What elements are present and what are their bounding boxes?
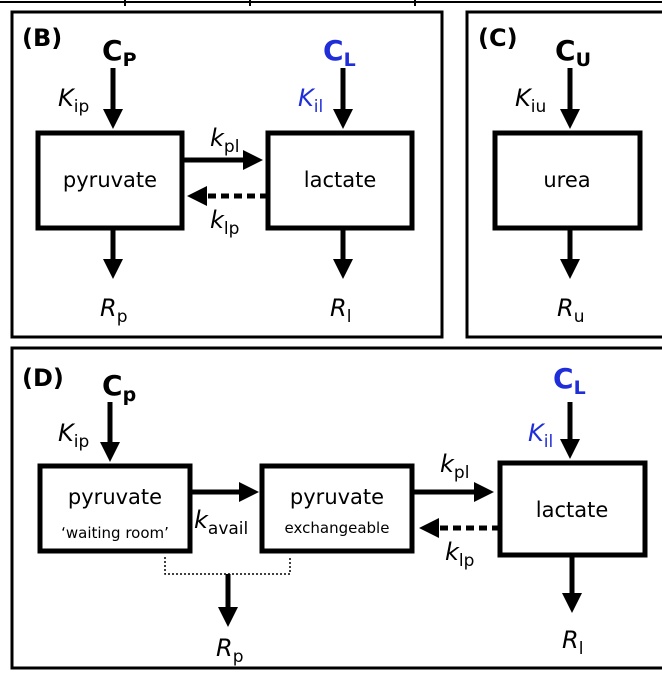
compartment-label: urea (543, 168, 590, 192)
input-rate: Kil (298, 84, 323, 117)
output-rate: Rp (100, 294, 127, 327)
transfer-rate: kpl (440, 450, 469, 483)
compartment-label: lactate (304, 168, 377, 192)
concentration: CU (555, 34, 591, 71)
compartment (492, 130, 643, 231)
concentration: CL (323, 34, 356, 71)
panel-b (10, 10, 444, 339)
compartment (259, 463, 415, 554)
input-rate: Kil (528, 419, 553, 452)
transfer-rate: kpl (210, 124, 239, 157)
compartment-note: exchangeable (285, 519, 390, 537)
compartment-label: lactate (536, 498, 609, 522)
panel-label: (D) (22, 364, 64, 392)
output-rate: Rp (216, 634, 243, 667)
compartment-label: pyruvate (63, 168, 157, 192)
compartment (265, 130, 415, 231)
transfer-rate: klp (445, 538, 474, 571)
output-rate: Rl (562, 626, 583, 659)
output-rate: Rl (330, 294, 351, 327)
compartment-note: ‘waiting room’ (61, 524, 169, 542)
input-rate: Kip (58, 84, 89, 117)
concentration: CP (102, 34, 137, 71)
top-edge (0, 0, 662, 6)
panel-c (465, 10, 662, 339)
panel-d (10, 346, 662, 670)
compartment (37, 463, 193, 554)
compartment-label: pyruvate (290, 485, 384, 509)
panel-label: (C) (478, 24, 518, 52)
transfer-rate: klp (210, 206, 239, 239)
output-rate: Ru (557, 294, 584, 327)
panel-label: (B) (22, 24, 62, 52)
compartment (35, 130, 185, 231)
concentration: CL (553, 362, 586, 399)
bracket (164, 557, 291, 575)
compartment-label: pyruvate (68, 485, 162, 509)
input-rate: Kiu (515, 84, 546, 117)
concentration: Cp (102, 369, 136, 406)
transfer-rate: kavail (194, 506, 248, 539)
input-rate: Kip (58, 419, 89, 452)
